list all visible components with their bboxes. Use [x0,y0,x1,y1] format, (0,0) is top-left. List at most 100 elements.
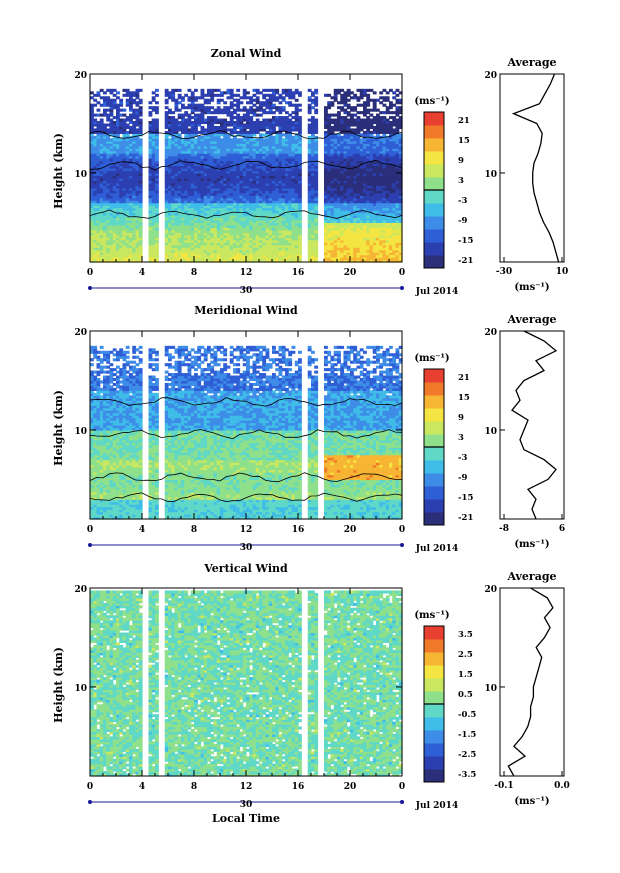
heatmap-cell [294,135,299,139]
heatmap-cell [324,125,328,130]
heatmap-cell [298,242,302,246]
heatmap-cell [187,140,192,144]
heatmap-cell [138,106,143,110]
heatmap-cell [164,101,169,105]
heatmap-cell [307,177,312,181]
heatmap-cell [291,192,296,196]
heatmap-cell [333,200,338,204]
heatmap-cell [330,205,335,209]
heatmap-cell [220,185,224,189]
heatmap-cell [207,163,211,167]
heatmap-cell [174,217,179,221]
heatmap-cell [99,185,104,189]
heatmap-cell [229,239,234,243]
heatmap-cell [194,96,198,100]
heatmap-cell [223,140,228,144]
heatmap-cell [268,237,273,241]
heatmap-cell [190,103,195,107]
heatmap-cell [155,212,159,216]
heatmap-cell [255,232,260,236]
heatmap-cell [268,259,273,263]
heatmap-cell [99,207,104,211]
heatmap-cell [181,247,185,251]
heatmap-cell [337,257,341,261]
heatmap-cell [229,93,234,97]
heatmap-cell [333,239,338,243]
heatmap-cell [262,234,267,238]
heatmap-cell [291,177,296,181]
heatmap-cell [125,205,130,209]
heatmap-cell [255,140,260,144]
heatmap-cell [343,172,348,177]
heatmap-cell [151,96,156,100]
heatmap-cell [236,229,241,233]
heatmap-cell [148,202,153,206]
heatmap-cell [210,153,215,157]
heatmap-cell [93,254,98,258]
heatmap-cell [242,165,247,169]
heatmap-cell [151,123,156,127]
heatmap-cell [132,202,137,206]
heatmap-cell [356,190,361,194]
heatmap-cell [369,244,374,248]
heatmap-cell [177,229,182,233]
heatmap-cell [106,257,111,261]
heatmap-cell [265,138,270,142]
heatmap-cell [272,175,276,179]
heatmap-cell [119,249,124,253]
heatmap-cell [223,168,228,172]
heatmap-cell [337,185,341,189]
heatmap-cell [314,237,319,241]
heatmap-cell [99,88,104,92]
heatmap-cell [207,145,211,149]
heatmap-cell [333,257,338,261]
heatmap-cell [350,175,354,179]
heatmap-cell [103,138,107,142]
heatmap-cell [174,133,179,137]
heatmap-cell [333,160,338,164]
heatmap-cell [229,148,234,152]
heatmap-cell [353,180,358,184]
heatmap-cell [327,103,332,107]
heatmap-cell [216,254,221,258]
heatmap-cell [96,247,101,251]
heatmap-cell [356,155,361,159]
heatmap-cell [281,150,286,154]
heatmap-cell [246,130,250,134]
heatmap-cell [106,215,111,219]
heatmap-cell [223,187,228,191]
heatmap-cell [350,170,354,174]
heatmap-cell [109,227,114,231]
heatmap-cell [155,187,159,191]
heatmap-cell [353,133,358,137]
heatmap-cell [324,205,328,209]
heatmap-cell [281,197,286,201]
heatmap-cell [291,197,296,201]
heatmap-cell [275,257,280,261]
heatmap-cell [307,111,312,115]
heatmap-cell [265,130,270,134]
heatmap-cell [138,227,143,231]
heatmap-cell [90,195,94,199]
heatmap-cell [262,217,267,221]
heatmap-cell [353,195,358,199]
heatmap-cell [223,259,228,263]
heatmap-cell [239,175,244,179]
heatmap-cell [174,185,179,189]
heatmap-cell [151,207,156,211]
panel-title: Zonal Wind [211,47,282,60]
heatmap-cell [116,190,120,194]
heatmap-cell [135,128,140,132]
heatmap-cell [135,158,140,162]
heatmap-cell [259,259,263,263]
heatmap-cell [93,229,98,233]
heatmap-cell [307,125,312,130]
heatmap-cell [112,215,117,219]
heatmap-cell [223,158,228,162]
heatmap-cell [350,195,354,199]
heatmap-cell [259,227,263,231]
heatmap-cell [363,153,367,157]
heatmap-cell [103,187,107,191]
heatmap-cell [197,224,202,228]
heatmap-cell [129,138,133,142]
